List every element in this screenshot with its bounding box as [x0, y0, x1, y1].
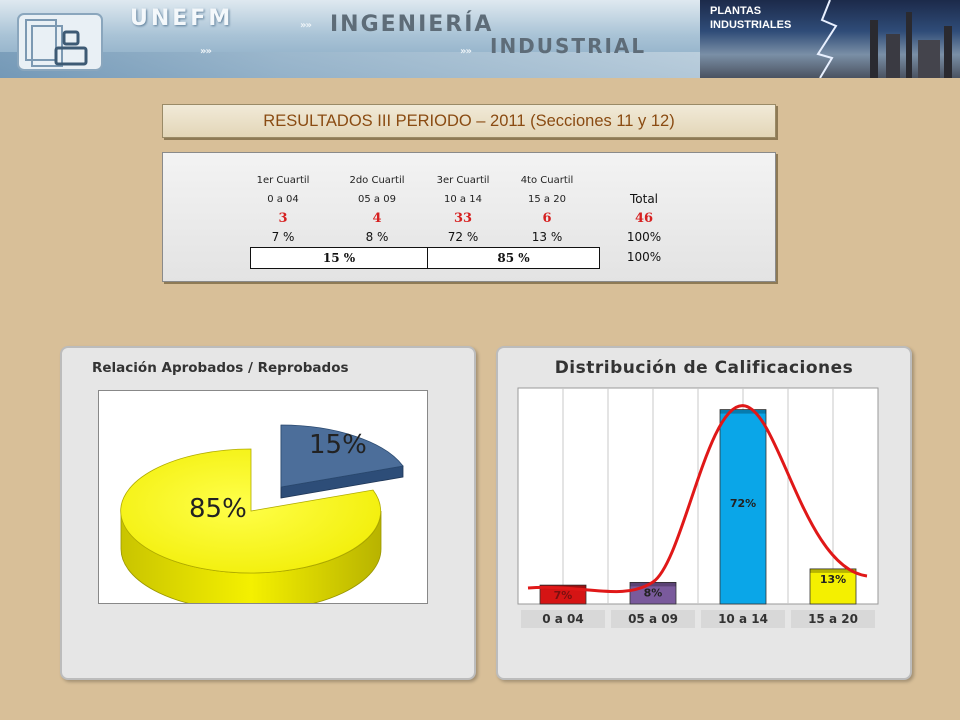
plant-photo: PLANTAS INDUSTRIALES — [700, 0, 960, 78]
plant-label: PLANTAS INDUSTRIALES — [710, 5, 792, 31]
bar-chart-title: Distribución de Calificaciones — [554, 358, 854, 378]
x-tick-label: 0 a 04 — [542, 612, 584, 626]
quartile-name: 4to Cuartil — [520, 175, 574, 186]
x-tick-label: 05 a 09 — [628, 612, 678, 626]
bar-top-shade — [720, 409, 766, 414]
chevron-decoration: »» — [460, 46, 472, 57]
chevron-decoration: »» — [200, 46, 212, 57]
quartile-percent: 8 % — [365, 230, 389, 244]
banner-stripe — [0, 52, 700, 78]
x-tick-label: 15 a 20 — [808, 612, 858, 626]
quartile-range: 0 a 04 — [267, 194, 299, 205]
quartile-range: 10 a 14 — [444, 194, 482, 205]
passed-percent: 85 % — [497, 251, 530, 265]
results-title-box: RESULTADOS III PERIODO – 2011 (Secciones… — [162, 104, 776, 138]
quartile-name: 1er Cuartil — [256, 175, 310, 186]
header-banner: UNEFM »» »» »» INGENIERÍA INDUSTRIAL PLA… — [0, 0, 960, 78]
tick-label-bg — [611, 610, 695, 628]
pie-label-failed: 15% — [309, 430, 367, 460]
tick-label-bg — [521, 610, 605, 628]
quartile-name: 2do Cuartil — [349, 175, 405, 186]
bar — [809, 568, 857, 605]
quartile-percent: 7 % — [271, 230, 295, 244]
pie-slice — [280, 424, 404, 488]
pie-slice — [120, 448, 382, 574]
quartile-percent: 72 % — [447, 230, 479, 244]
header-title-line1: INGENIERÍA — [330, 12, 494, 37]
bar — [719, 409, 767, 605]
bar-chart-panel: Distribución de Calificaciones 7% 0 a 04 8… — [496, 346, 912, 680]
pie-chart-panel: Relación Aprobados / Reprobados — [60, 346, 476, 680]
quartile-range: 05 a 09 — [358, 194, 396, 205]
x-tick-label: 10 a 14 — [718, 612, 768, 626]
pie-chart-title: Relación Aprobados / Reprobados — [92, 360, 349, 376]
pie-chart-plot-area: 15% 85% — [98, 390, 428, 612]
tick-label-bg — [791, 610, 875, 628]
bar-top-shade — [810, 568, 856, 573]
results-title: RESULTADOS III PERIODO – 2011 (Secciones… — [263, 111, 675, 130]
quartile-range: 15 a 20 — [528, 194, 566, 205]
unefm-logo-icon — [17, 13, 103, 71]
trend-curve — [527, 404, 868, 594]
bar-top-shade — [630, 582, 676, 587]
total-label: Total — [629, 192, 659, 206]
pie-label-passed: 85% — [189, 494, 247, 524]
data-label: 8% — [644, 586, 663, 599]
quartile-count: 4 — [372, 211, 382, 226]
brand-name: UNEFM — [130, 6, 234, 31]
data-label: 72% — [730, 497, 756, 510]
total-percent: 100% — [626, 230, 662, 244]
pass-fail-summary: 15 % 85 % — [250, 247, 600, 269]
results-table: 1er Cuartil 2do Cuartil 3er Cuartil 4to … — [162, 152, 776, 282]
quartile-name: 3er Cuartil — [436, 175, 490, 186]
pie-chart: 15% 85% — [120, 424, 404, 612]
quartile-count: 33 — [453, 211, 473, 226]
summary-total: 100% — [626, 250, 662, 264]
quartile-count: 3 — [278, 211, 288, 226]
bar-chart: 7% 0 a 04 8% 05 a 09 72% 10 a 14 13% 15 a 20 — [517, 387, 879, 628]
header-title-line2: INDUSTRIAL — [490, 34, 647, 58]
failed-percent: 15 % — [251, 248, 428, 268]
quartile-count: 6 — [542, 211, 552, 226]
total-count: 46 — [634, 211, 654, 226]
data-label: 13% — [820, 573, 846, 586]
plant-silhouette-icon — [816, 0, 952, 78]
quartile-percent: 13 % — [531, 230, 563, 244]
tick-label-bg — [701, 610, 785, 628]
data-label: 7% — [554, 589, 573, 602]
chevron-decoration: »» — [300, 20, 312, 31]
